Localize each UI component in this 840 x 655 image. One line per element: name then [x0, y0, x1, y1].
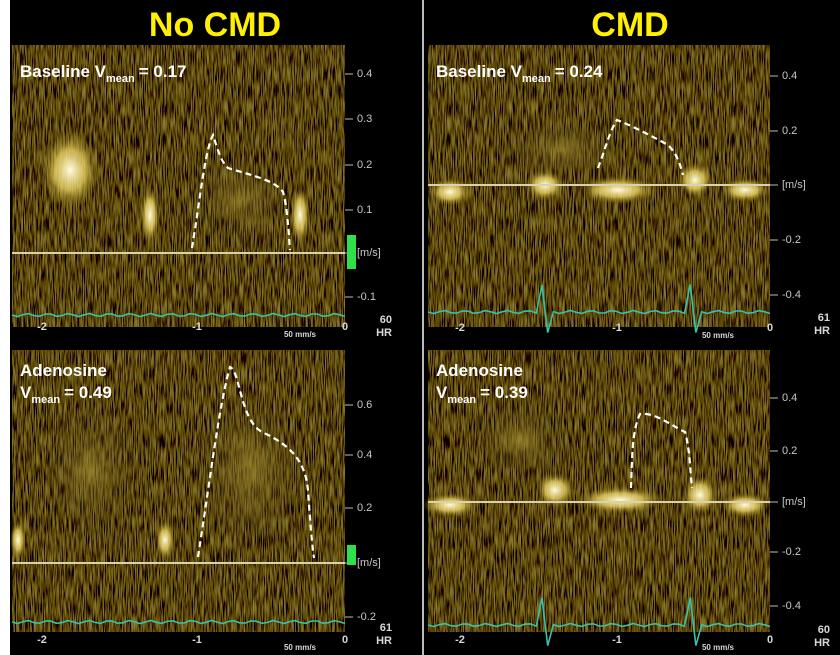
scale-label: -0.4	[782, 289, 801, 301]
ecg-trace	[427, 597, 771, 646]
label-subscript: mean	[522, 73, 551, 85]
panel-heading: Adenosine	[436, 361, 523, 380]
time-label: 0	[767, 634, 773, 646]
heart-rate: 61	[380, 622, 392, 634]
scale-label: 0.2	[357, 502, 372, 514]
scale-label: 0.3	[357, 113, 372, 125]
doppler-signal	[428, 178, 472, 206]
velocity-envelope	[196, 365, 316, 559]
label-value: = 0.49	[64, 383, 112, 402]
scale-label: 0.2	[782, 125, 797, 137]
label-subscript: mean	[106, 73, 135, 85]
ecg-trace	[427, 284, 771, 333]
label-subscript: mean	[31, 394, 60, 406]
time-label: -2	[37, 634, 47, 646]
scale-label: [m/s]	[782, 179, 806, 191]
left-margin	[0, 0, 10, 655]
scale-label: 0.4	[782, 70, 797, 82]
scale-marker	[347, 545, 356, 565]
panel-label: Baseline Vmean = 0.17	[20, 62, 187, 85]
scale-label: -0.2	[357, 611, 376, 623]
panel-label: Vmean = 0.49	[20, 383, 112, 406]
label-prefix: Baseline V	[436, 62, 523, 81]
scale-label: [m/s]	[357, 247, 381, 259]
scale-marker	[347, 235, 356, 269]
heart-rate-label: HR	[376, 327, 392, 339]
doppler-signal	[677, 162, 713, 198]
doppler-signal	[682, 475, 718, 515]
doppler-signal	[140, 185, 160, 245]
doppler-signal	[720, 178, 770, 202]
doppler-signal	[578, 176, 658, 204]
scale-label: 0.6	[357, 399, 372, 411]
scale-label: 0.4	[357, 68, 372, 80]
time-label: -1	[192, 634, 202, 646]
heart-rate: 60	[380, 314, 392, 326]
panel-label: Baseline Vmean = 0.24	[436, 62, 603, 85]
doppler-signal	[422, 493, 478, 517]
time-label: -1	[192, 321, 202, 333]
scale-label: -0.2	[782, 234, 801, 246]
label-prefix: Baseline V	[20, 62, 107, 81]
panel-heading: Adenosine	[20, 361, 107, 380]
time-label: -2	[37, 321, 47, 333]
time-label: 0	[342, 634, 348, 646]
label-prefix: V	[20, 383, 32, 402]
time-label: -1	[612, 322, 622, 334]
label-value: = 0.17	[139, 62, 187, 81]
heart-rate-label: HR	[376, 635, 392, 647]
time-label: -2	[455, 634, 465, 646]
scale-label: -0.1	[357, 291, 376, 303]
column-title: No CMD	[149, 6, 281, 44]
sweep-speed: 50 mm/s	[702, 643, 735, 652]
scale-label: [m/s]	[357, 557, 381, 569]
heart-rate-label: HR	[814, 325, 830, 337]
label-prefix: V	[436, 383, 448, 402]
heart-rate: 61	[818, 312, 830, 324]
sweep-speed: 50 mm/s	[284, 330, 317, 339]
doppler-signal	[720, 493, 770, 517]
label-subscript: mean	[447, 394, 476, 406]
doppler-signal	[575, 486, 665, 514]
doppler-signal	[155, 520, 175, 560]
doppler-signal	[535, 472, 575, 508]
doppler-signal	[40, 400, 140, 540]
doppler-signal	[470, 400, 570, 480]
doppler-signal	[190, 390, 310, 550]
scale-label: 0.2	[357, 159, 372, 171]
doppler-signal	[500, 120, 620, 180]
heart-rate: 60	[818, 624, 830, 636]
time-label: -1	[612, 634, 622, 646]
scale-label: 0.2	[782, 445, 797, 457]
scale-label: 0.1	[357, 204, 372, 216]
velocity-envelope	[629, 412, 694, 489]
column-title: CMD	[591, 6, 668, 44]
label-value: = 0.39	[480, 383, 528, 402]
time-label: -2	[455, 322, 465, 334]
scale-label: 0.4	[357, 449, 372, 461]
ecg-trace	[11, 312, 346, 318]
time-label: 0	[342, 321, 348, 333]
panel-label: Vmean = 0.39	[436, 383, 528, 406]
doppler-signal	[290, 185, 310, 245]
heart-rate-label: HR	[814, 637, 830, 649]
time-label: 0	[767, 322, 773, 334]
scale-label: [m/s]	[782, 496, 806, 508]
sweep-speed: 50 mm/s	[284, 643, 317, 652]
scale-label: -0.4	[782, 600, 801, 612]
ecg-trace	[11, 619, 346, 625]
scale-label: 0.4	[782, 392, 797, 404]
sweep-speed: 50 mm/s	[702, 331, 735, 340]
doppler-signal	[40, 130, 100, 210]
label-value: = 0.24	[555, 62, 603, 81]
doppler-signal	[10, 520, 26, 560]
scale-label: -0.2	[782, 546, 801, 558]
